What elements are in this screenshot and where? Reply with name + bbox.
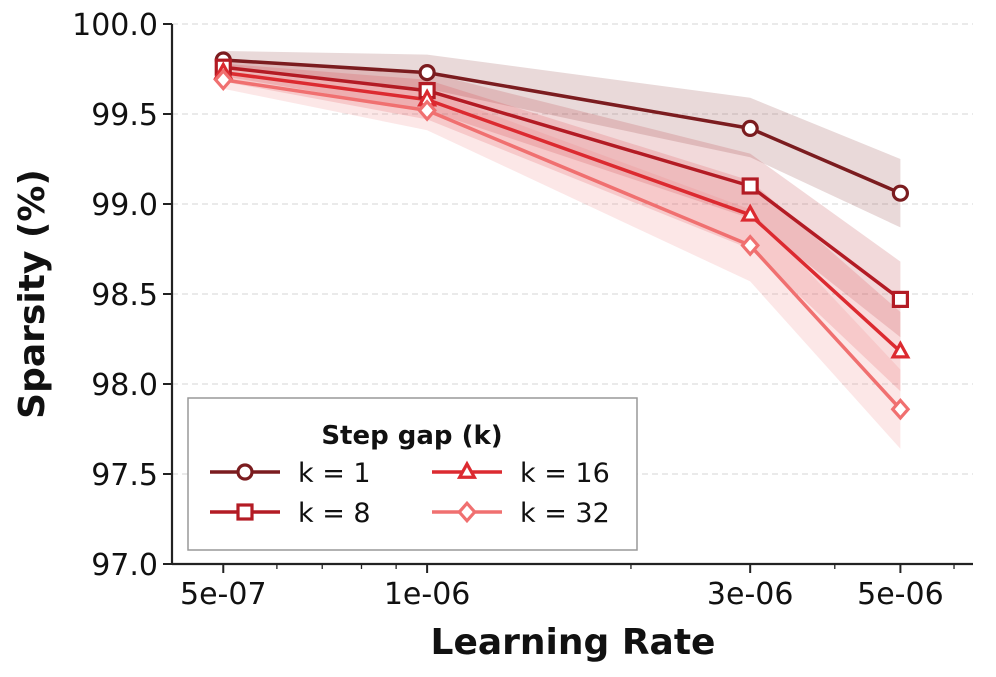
y-tick-label: 97.0 [91,548,158,583]
data-point [890,340,911,359]
data-point [741,119,759,137]
x-tick-label: 5e-06 [857,577,944,612]
series-markers [213,51,911,421]
legend-label: k = 32 [520,498,610,529]
series-line [223,58,902,195]
data-point [891,184,910,202]
series-lines [223,58,902,411]
data-point [213,68,234,91]
y-tick-label: 98.0 [91,368,158,403]
legend-swatch-marker [236,503,254,521]
series-line [223,65,902,301]
legend-frame [187,397,638,551]
data-point [891,290,910,308]
confidence-bands [223,51,901,449]
y-tick-label: 100.0 [72,8,158,43]
series-line [223,70,902,353]
data-point [741,177,759,195]
legend-swatch-marker [457,500,477,524]
legend: Step gap (k) k = 1 k = 8 k = 16 k = 32 [187,397,638,551]
series-line [223,78,902,411]
legend-swatch-marker [236,463,254,481]
legend-title: Step gap (k) [321,421,502,451]
data-point [418,63,436,82]
x-tick-label: 3e-06 [707,577,794,612]
x-tick-label: 1e-06 [384,577,471,612]
y-tick-label: 97.5 [91,458,158,493]
data-point [740,234,761,257]
confidence-band [223,51,901,228]
legend-label: k = 1 [298,458,371,489]
y-tick-label: 98.5 [91,278,158,313]
legend-swatch-marker [456,460,478,479]
data-point [417,99,437,122]
legend-label: k = 16 [520,458,610,489]
x-axis-title: Learning Rate [431,622,716,663]
data-point [890,398,911,421]
data-point [740,203,761,222]
y-axis-title: Sparsity (%) [12,169,53,419]
legend-label: k = 8 [298,498,371,529]
legend-items: k = 1 k = 8 k = 16 k = 32 [210,458,610,529]
y-tick-label: 99.0 [91,188,158,223]
y-tick-label: 99.5 [91,98,158,133]
ticks: 97.0 97.5 98.0 98.5 99.0 99.5 100.0 5e-07 1e-06 3… [72,8,955,612]
x-tick-label: 5e-07 [180,577,267,612]
